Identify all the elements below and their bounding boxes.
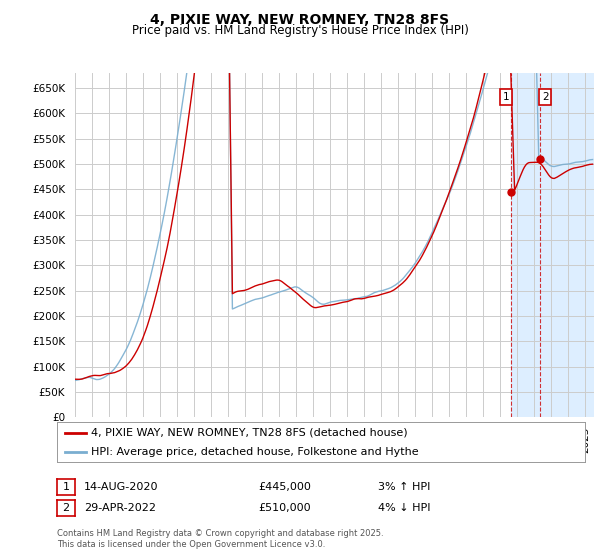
Text: 2: 2 xyxy=(62,503,70,513)
Text: 3% ↑ HPI: 3% ↑ HPI xyxy=(378,482,430,492)
Text: HPI: Average price, detached house, Folkestone and Hythe: HPI: Average price, detached house, Folk… xyxy=(91,447,419,457)
Text: £445,000: £445,000 xyxy=(258,482,311,492)
Text: 29-APR-2022: 29-APR-2022 xyxy=(84,503,156,513)
Text: Contains HM Land Registry data © Crown copyright and database right 2025.
This d: Contains HM Land Registry data © Crown c… xyxy=(57,529,383,549)
Text: 2: 2 xyxy=(542,92,548,102)
Text: 1: 1 xyxy=(62,482,70,492)
Text: 4, PIXIE WAY, NEW ROMNEY, TN28 8FS (detached house): 4, PIXIE WAY, NEW ROMNEY, TN28 8FS (deta… xyxy=(91,428,408,437)
Text: 4% ↓ HPI: 4% ↓ HPI xyxy=(378,503,431,513)
Bar xyxy=(511,73,600,417)
Text: 1: 1 xyxy=(503,92,509,102)
Text: Price paid vs. HM Land Registry's House Price Index (HPI): Price paid vs. HM Land Registry's House … xyxy=(131,24,469,38)
Text: 14-AUG-2020: 14-AUG-2020 xyxy=(84,482,158,492)
Text: £510,000: £510,000 xyxy=(258,503,311,513)
Text: 4, PIXIE WAY, NEW ROMNEY, TN28 8FS: 4, PIXIE WAY, NEW ROMNEY, TN28 8FS xyxy=(151,13,449,27)
